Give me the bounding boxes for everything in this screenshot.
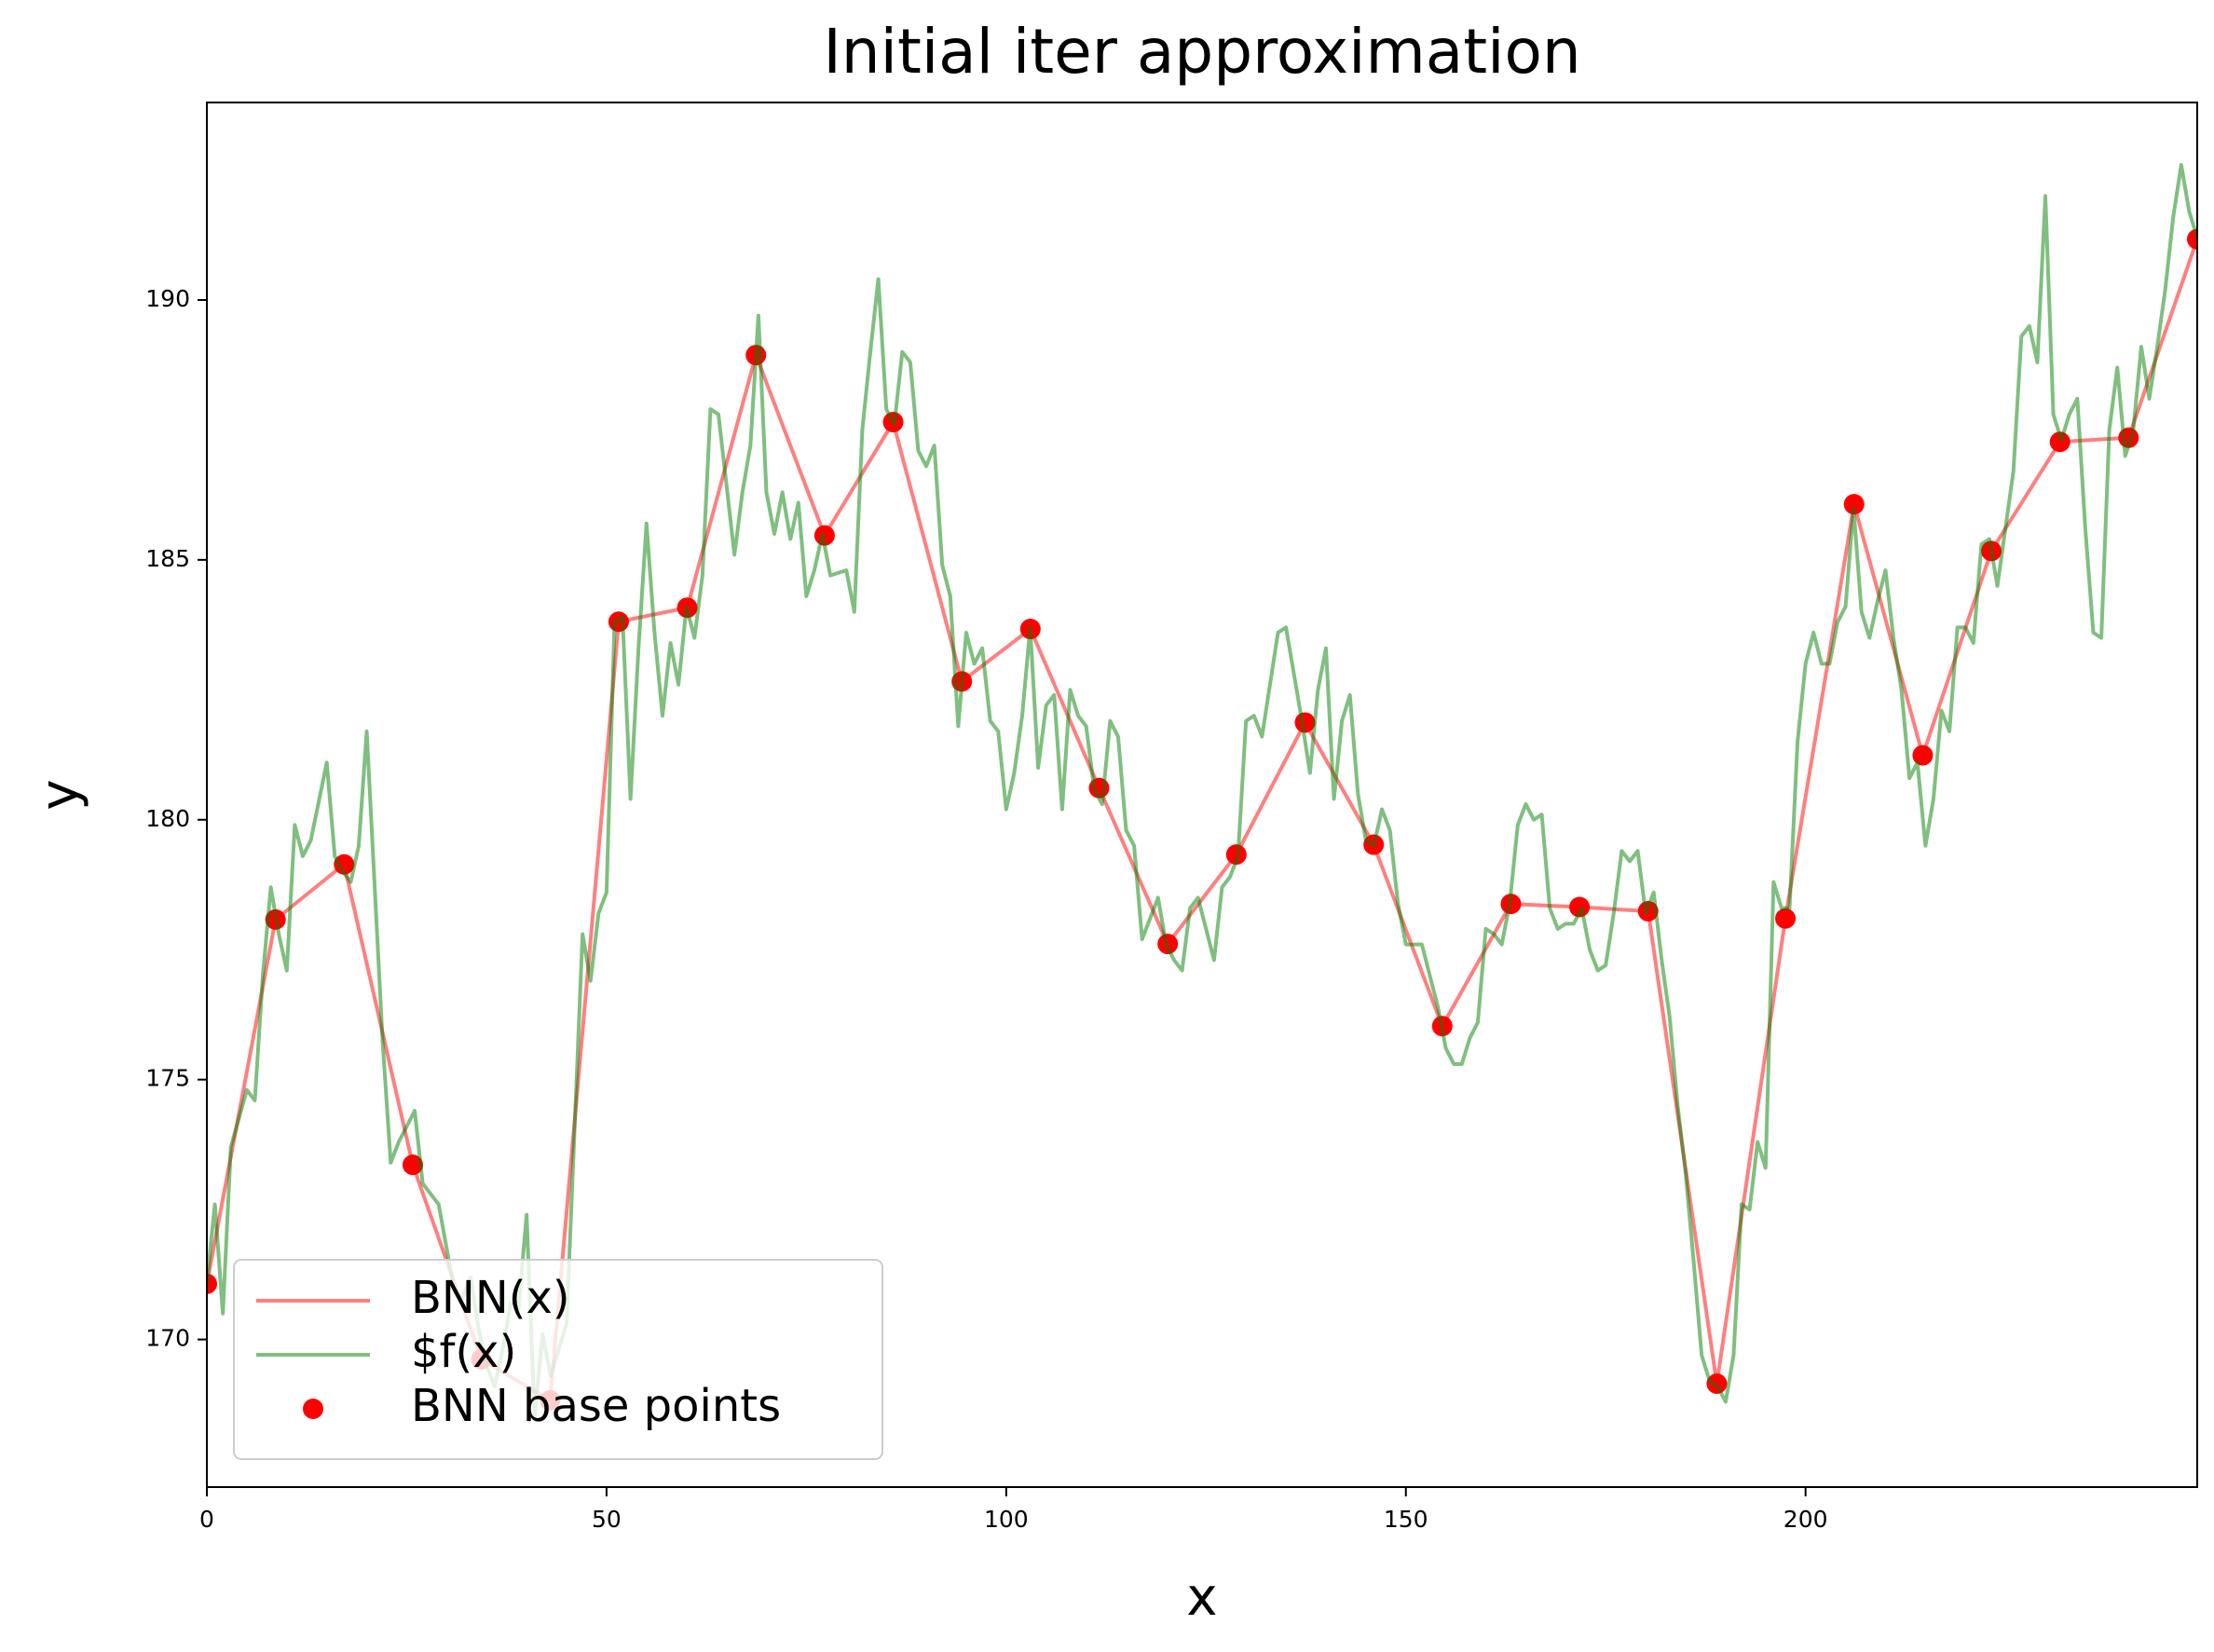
data-point: [1843, 494, 1865, 515]
y-tick-label: 170: [145, 1325, 190, 1352]
legend-label: BNN(x): [411, 1272, 570, 1324]
x-tick-label: 200: [1784, 1506, 1828, 1533]
plot-frame: [206, 102, 2198, 1488]
y-tick-label: 185: [145, 545, 190, 572]
y-tick-label: 190: [145, 285, 190, 312]
data-point: [2049, 431, 2070, 453]
x-axis-label: x: [1186, 1567, 1217, 1628]
legend-label: BNN base points: [411, 1380, 781, 1432]
x-tick-label: 100: [984, 1506, 1029, 1533]
data-point: [402, 1154, 423, 1176]
legend-label: $f(x): [411, 1326, 516, 1378]
data-point: [1912, 744, 1934, 766]
data-point: [207, 1273, 217, 1294]
data-point: [1775, 908, 1797, 929]
x-tick-label: 150: [1384, 1506, 1428, 1533]
legend-box: [233, 1259, 883, 1460]
y-axis-label: y: [30, 779, 90, 810]
chart-title: Initial iter approximation: [823, 16, 1580, 88]
plot-area: [207, 162, 2197, 1420]
y-tick-label: 180: [145, 805, 190, 832]
x-tick-label: 50: [592, 1506, 622, 1533]
data-point: [1569, 896, 1591, 918]
data-point: [334, 853, 355, 875]
y-tick-label: 175: [145, 1065, 190, 1092]
data-line: [207, 239, 2197, 1402]
x-tick-label: 0: [199, 1506, 214, 1533]
data-line: [207, 162, 2197, 1420]
legend-marker: [303, 1399, 323, 1419]
